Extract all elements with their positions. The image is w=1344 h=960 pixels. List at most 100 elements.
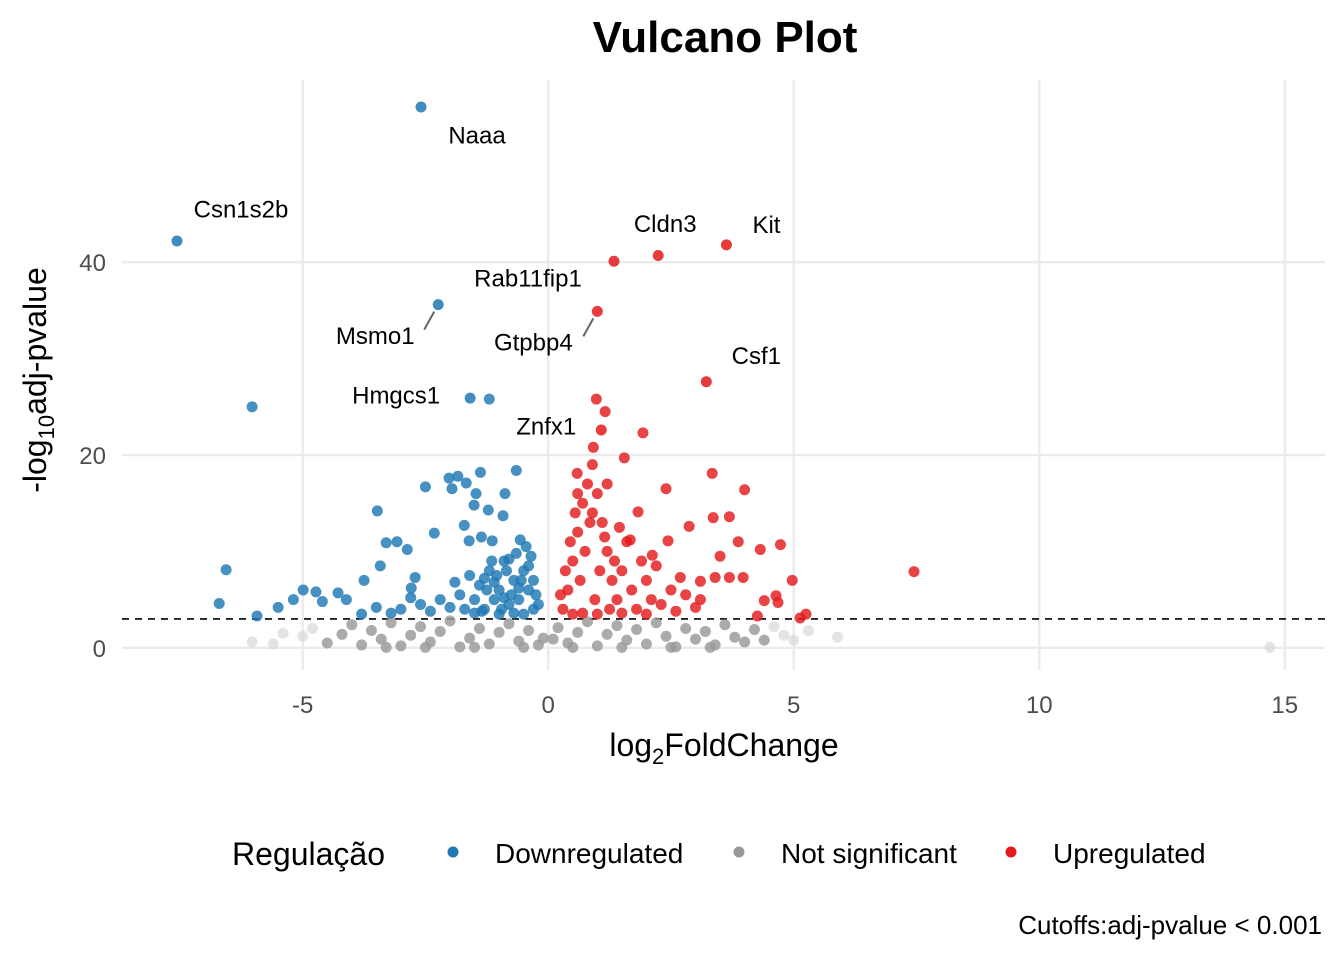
point-downregulated bbox=[459, 603, 471, 615]
point-upregulated bbox=[586, 459, 598, 471]
point-downregulated bbox=[213, 597, 225, 609]
point-downregulated bbox=[483, 393, 495, 405]
point-not-significant bbox=[739, 636, 751, 648]
point-not-significant bbox=[246, 636, 258, 648]
point-not-significant bbox=[581, 616, 593, 628]
point-upregulated bbox=[660, 483, 672, 495]
point-downregulated bbox=[287, 594, 299, 606]
point-not-significant bbox=[768, 621, 780, 633]
point-downregulated bbox=[508, 607, 520, 619]
point-upregulated bbox=[770, 590, 782, 602]
point-downregulated bbox=[251, 610, 263, 622]
point-upregulated bbox=[564, 536, 576, 548]
x-axis-ticks: -5 0 5 10 15 bbox=[292, 692, 1298, 719]
point-not-significant bbox=[493, 626, 505, 638]
point-downregulated bbox=[385, 607, 397, 619]
point-upregulated bbox=[786, 574, 798, 586]
point-upregulated bbox=[714, 550, 726, 562]
point-upregulated bbox=[572, 488, 584, 500]
point-not-significant bbox=[1264, 641, 1276, 653]
point-upregulated bbox=[754, 543, 766, 555]
gene-label: Msmo1 bbox=[336, 323, 415, 350]
point-not-significant bbox=[567, 641, 579, 653]
legend-key-upregulated bbox=[1005, 846, 1017, 858]
point-upregulated bbox=[751, 610, 763, 622]
point-not-significant bbox=[778, 629, 790, 641]
point-downregulated bbox=[486, 555, 498, 567]
point-downregulated bbox=[503, 553, 515, 565]
point-upregulated bbox=[591, 608, 603, 620]
point-upregulated bbox=[690, 601, 702, 613]
point-not-significant bbox=[375, 633, 387, 645]
point-not-significant bbox=[395, 640, 407, 652]
point-not-significant bbox=[321, 637, 333, 649]
point-downregulated bbox=[463, 535, 475, 547]
point-not-significant bbox=[831, 631, 843, 643]
point-upregulated bbox=[572, 526, 584, 538]
point-upregulated bbox=[611, 594, 623, 606]
point-downregulated bbox=[525, 550, 537, 562]
chart-title: Vulcano Plot bbox=[593, 13, 858, 62]
point-upregulated bbox=[694, 575, 706, 587]
point-not-significant bbox=[601, 628, 613, 640]
point-downregulated bbox=[486, 535, 498, 547]
point-not-significant bbox=[650, 617, 662, 629]
point-upregulated bbox=[591, 488, 603, 500]
point-downregulated bbox=[409, 571, 421, 583]
points bbox=[171, 101, 1276, 653]
gene-label: Gtpbp4 bbox=[494, 330, 573, 357]
point-labeled bbox=[591, 305, 603, 317]
legend-key-not-significant bbox=[733, 846, 745, 858]
legend-label-downregulated: Downregulated bbox=[495, 838, 683, 869]
point-downregulated bbox=[458, 519, 470, 531]
point-downregulated bbox=[469, 594, 481, 606]
point-upregulated bbox=[599, 406, 611, 418]
label-connector bbox=[423, 311, 436, 331]
point-upregulated bbox=[559, 565, 571, 577]
point-downregulated bbox=[415, 598, 427, 610]
point-labeled bbox=[720, 239, 732, 251]
point-downregulated bbox=[395, 603, 407, 615]
point-upregulated bbox=[608, 555, 620, 567]
point-not-significant bbox=[572, 626, 584, 638]
point-not-significant bbox=[802, 624, 814, 636]
point-upregulated bbox=[577, 607, 589, 619]
point-not-significant bbox=[704, 641, 716, 653]
point-labeled bbox=[415, 101, 427, 113]
point-downregulated bbox=[469, 607, 481, 619]
point-upregulated bbox=[640, 608, 652, 620]
point-downregulated bbox=[520, 541, 532, 553]
point-downregulated bbox=[498, 592, 510, 604]
point-not-significant bbox=[356, 639, 368, 651]
point-upregulated bbox=[577, 497, 589, 509]
point-upregulated bbox=[618, 452, 630, 464]
gene-labels: Naaa Csn1s2b Cldn3 Kit Rab11fip1 Msmo1 Gtpbp4 C… bbox=[194, 122, 781, 440]
point-downregulated bbox=[497, 510, 509, 522]
point-downregulated bbox=[464, 570, 476, 582]
point-downregulated bbox=[500, 565, 512, 577]
point-upregulated bbox=[590, 393, 602, 405]
point-upregulated bbox=[739, 484, 751, 496]
point-not-significant bbox=[518, 641, 530, 653]
point-downregulated bbox=[272, 601, 284, 613]
point-upregulated bbox=[579, 545, 591, 557]
point-not-significant bbox=[616, 641, 628, 653]
point-not-significant bbox=[405, 629, 417, 641]
point-upregulated bbox=[587, 441, 599, 453]
point-not-significant bbox=[469, 641, 481, 653]
point-downregulated bbox=[371, 505, 383, 517]
point-not-significant bbox=[336, 628, 348, 640]
point-downregulated bbox=[443, 472, 455, 484]
point-downregulated bbox=[374, 560, 386, 572]
point-downregulated bbox=[475, 531, 487, 543]
point-not-significant bbox=[419, 641, 431, 653]
point-downregulated bbox=[523, 560, 535, 572]
point-downregulated bbox=[454, 589, 466, 601]
point-upregulated bbox=[601, 545, 613, 557]
point-upregulated bbox=[758, 595, 770, 607]
point-downregulated bbox=[470, 488, 482, 500]
y-tick-label: 20 bbox=[79, 443, 106, 470]
point-not-significant bbox=[346, 619, 358, 631]
point-downregulated bbox=[444, 601, 456, 613]
point-upregulated bbox=[707, 512, 719, 524]
